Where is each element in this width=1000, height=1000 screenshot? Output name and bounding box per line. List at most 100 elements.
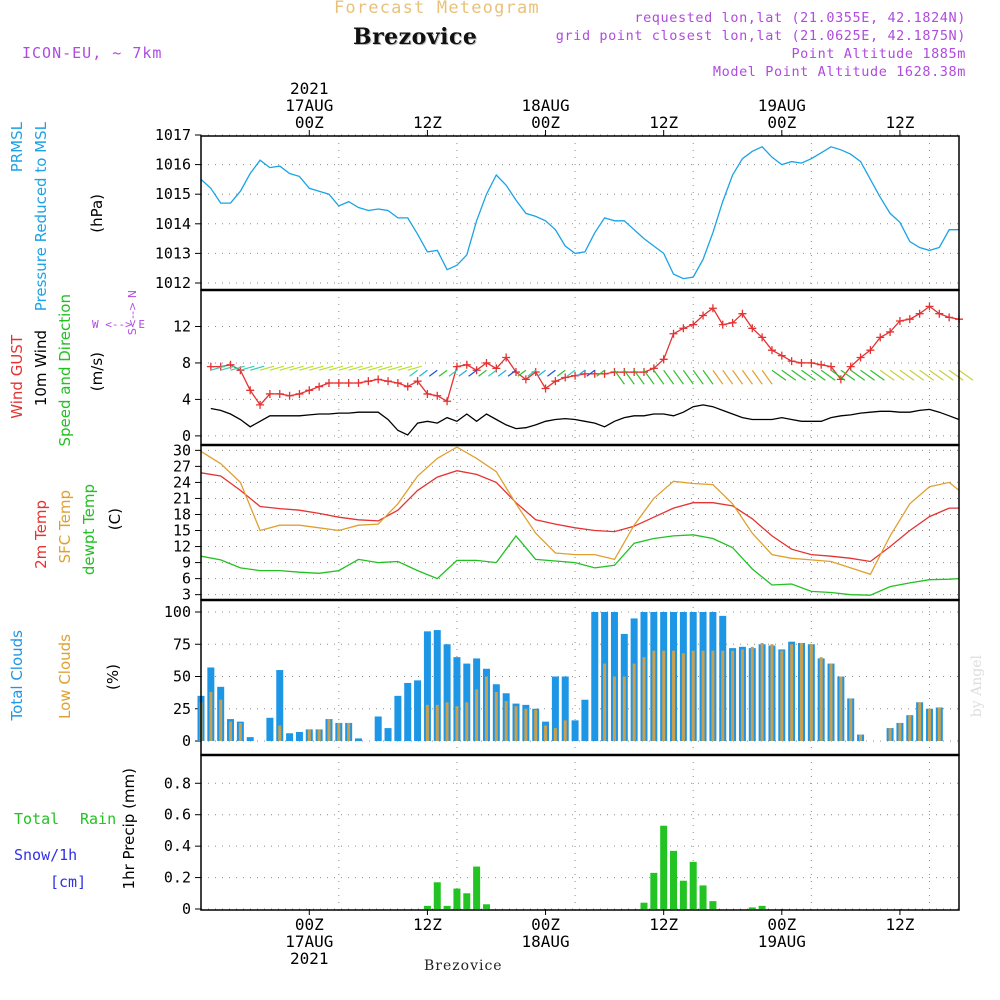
rain-bar (758, 905, 766, 909)
gust-point (334, 379, 343, 387)
y-tick-label: 75 (173, 635, 191, 653)
gust-point (817, 360, 826, 369)
bottom-time-label: 12Z (885, 915, 914, 934)
gust-point (580, 369, 589, 378)
y-tick-label: 0.8 (164, 774, 191, 792)
rain-label: Rain (80, 810, 117, 828)
bottom-time-label: 2021 (290, 949, 329, 968)
wind-direction-arrow (487, 369, 497, 377)
low-cloud-bar (819, 657, 823, 741)
wind-direction-arrow (751, 369, 763, 385)
wind-direction-arrow (761, 369, 773, 385)
low-cloud-bar (888, 728, 892, 741)
bottom-time-label: 00Z (295, 915, 324, 934)
low-cloud-bar (425, 704, 429, 741)
wind-direction-arrow (438, 369, 448, 377)
gust-point (521, 375, 530, 384)
rain-bar (699, 885, 707, 909)
total-cloud-bar (453, 657, 461, 741)
wind-direction-arrow (240, 365, 255, 371)
meteogram-title: Forecast Meteogram (334, 0, 540, 18)
wind-direction-arrow (596, 369, 605, 377)
low-cloud-bar (238, 722, 242, 741)
wind-direction-arrow (633, 369, 645, 385)
top-time-label: 2021 (290, 79, 329, 98)
total-cloud-bar (276, 670, 284, 741)
bottom-time-label: 00Z (767, 915, 796, 934)
wind-direction-arrow (830, 369, 846, 381)
low-cloud-bar (829, 663, 833, 741)
gust-point (541, 384, 550, 393)
low-cloud-bar (721, 650, 725, 741)
wind-direction-arrow (879, 369, 895, 381)
total-cloud-bar (286, 733, 294, 741)
total-cloud-bar (355, 738, 363, 741)
bottom-time-label: 12Z (649, 915, 678, 934)
top-time-label: 12Z (413, 113, 442, 132)
low-cloud-bar (455, 706, 459, 741)
gust-point (551, 377, 560, 386)
low-cloud-bar (534, 710, 538, 741)
rain-bar (443, 905, 451, 909)
series-line-10m-wind (210, 404, 960, 436)
y-tick-label: 27 (173, 457, 191, 475)
gust-point (344, 379, 353, 387)
panel-frame (200, 444, 960, 601)
bottom-time-label: 18AUG (521, 932, 569, 951)
total-cloud-bar (266, 717, 274, 741)
wind-direction-arrow (338, 365, 353, 371)
wind-direction-arrow (230, 365, 245, 371)
gust-point (256, 400, 265, 409)
place-name: Brezovice (353, 24, 478, 50)
y-tick-label: 12 (173, 538, 191, 556)
wind-direction-arrow (458, 369, 468, 377)
low-cloud-bar (612, 676, 616, 741)
bottom-time-label: 12Z (413, 915, 442, 934)
wind-direction-arrow (419, 369, 428, 377)
total-cloud-bar (384, 728, 392, 741)
bottom-time-label: 17AUG (285, 932, 333, 951)
y-tick-label: 50 (173, 668, 191, 686)
panel-frame (200, 135, 960, 291)
wind-direction-arrow (722, 369, 734, 385)
rain-bar (640, 902, 648, 909)
low-cloud-bar (799, 642, 803, 741)
y-tick-label: 30 (173, 441, 191, 459)
gust-point (206, 362, 215, 371)
gust-point (502, 353, 511, 362)
low-cloud-bar (563, 720, 567, 741)
gust-point (492, 364, 501, 373)
y-tick-label: 18 (173, 505, 191, 523)
total-cloud-bar (404, 682, 412, 741)
low-cloud-bar (465, 702, 469, 741)
wind-direction-arrow (741, 369, 753, 385)
low-cloud-bar (937, 707, 941, 741)
total-cloud-bar (443, 644, 451, 741)
wind-direction-arrow (586, 369, 596, 377)
gust-point (876, 333, 885, 342)
gust-point (265, 389, 274, 398)
footer-place: Brezovice (424, 958, 503, 974)
series-line-wind-gust (210, 305, 960, 406)
low-cloud-bar (790, 644, 794, 741)
wind-direction-arrow (663, 369, 675, 385)
low-cloud-bar (898, 722, 902, 741)
low-cloud-bar (484, 676, 488, 741)
wind-direction-arrow (409, 369, 418, 377)
rain-bar (660, 825, 668, 909)
wind-direction-arrow (840, 369, 856, 381)
wind-direction-arrow (407, 365, 422, 371)
y-tick-label: 1013 (155, 244, 191, 262)
y-tick-label: 24 (173, 473, 191, 491)
wind-direction-arrow (478, 369, 487, 377)
panel-frame (200, 289, 960, 446)
rain-bar (423, 905, 431, 909)
low-cloud-bar (514, 706, 518, 741)
y-tick-label: 12 (173, 317, 191, 335)
wind-direction-arrow (428, 369, 438, 377)
gust-point (590, 369, 599, 378)
y-tick-label: 15 (173, 522, 191, 540)
total-cloud-bar (561, 676, 569, 741)
y-tick-label: 9 (182, 554, 191, 572)
